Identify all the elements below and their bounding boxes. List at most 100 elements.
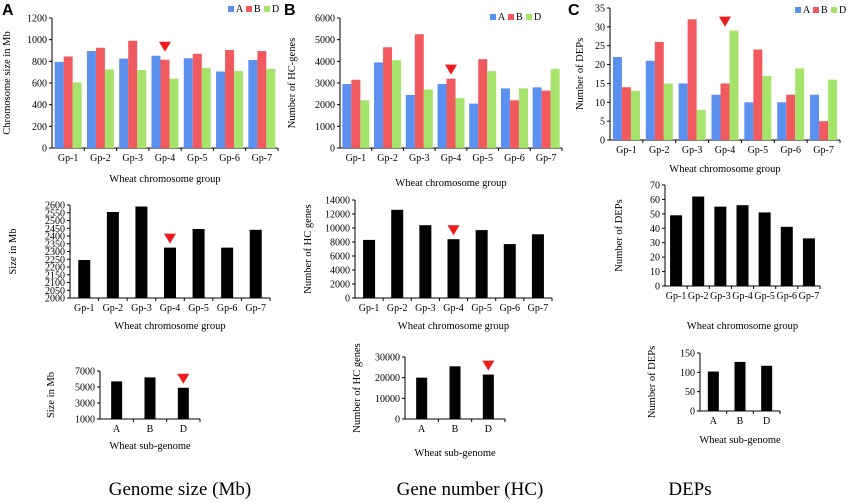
x-tick-label: D — [180, 424, 187, 435]
y-tick-label: 800 — [32, 57, 47, 68]
legend-swatch-b — [508, 14, 514, 20]
bar-b-gp-3 — [687, 19, 697, 140]
bar-b-gp-5 — [192, 53, 202, 148]
y-tick-label: 600 — [32, 79, 47, 90]
y-tick-label: 20 — [650, 253, 660, 264]
x-tick-label: Gp-1 — [359, 303, 380, 314]
y-tick-label: 2050 — [45, 286, 65, 297]
legend-swatch-b — [813, 7, 819, 13]
x-axis-label: Wheat chromosome group — [398, 321, 509, 332]
y-tick-label: 2000 — [45, 294, 65, 305]
bar-b-gp-7 — [541, 90, 551, 148]
x-tick-label: Gp-3 — [682, 145, 703, 156]
bar-a-gp-7 — [532, 87, 542, 148]
bar-b-gp-7 — [257, 51, 267, 148]
y-axis-label: Size in Mb — [46, 372, 57, 418]
legend-swatch-d — [526, 14, 532, 20]
bar-d-gp-4 — [169, 78, 179, 148]
y-tick-label: 15 — [595, 79, 605, 90]
bar-b-gp-4 — [160, 59, 170, 149]
bar-b-gp-2 — [95, 47, 105, 148]
x-tick-label: Gp-6 — [500, 303, 521, 314]
bar-d-gp-6 — [234, 71, 244, 148]
y-axis-label: Number of DEPs — [575, 38, 586, 110]
y-tick-label: 25 — [595, 41, 605, 52]
bar-gp-6 — [221, 247, 234, 298]
y-tick-label: 10 — [650, 267, 660, 278]
y-tick-label: 1000 — [27, 35, 47, 46]
y-tick-label: 30 — [595, 22, 605, 33]
x-axis-label: Wheat chromosome group — [395, 178, 506, 189]
y-tick-label: 10 — [595, 98, 605, 109]
bar-a-gp-3 — [678, 83, 688, 140]
x-tick-label: Gp-1 — [616, 145, 637, 156]
bar-a-gp-2 — [374, 62, 384, 148]
x-tick-label: Gp-7 — [245, 303, 266, 314]
bar-d-gp-2 — [392, 60, 402, 148]
x-tick-label: D — [763, 416, 770, 427]
x-tick-label: D — [485, 424, 492, 435]
bar-a-gp-3 — [119, 58, 129, 148]
y-tick-label: 2400 — [45, 232, 65, 243]
bar-gp-4 — [736, 205, 749, 286]
y-tick-label: 0 — [330, 144, 335, 155]
bar-gp-2 — [692, 196, 705, 286]
legend-label-b: B — [254, 4, 261, 15]
highlight-arrow-icon — [177, 373, 190, 384]
highlight-arrow-icon — [447, 225, 460, 236]
legend-swatch-a — [228, 6, 234, 12]
x-tick-label: Gp-4 — [715, 145, 736, 156]
y-axis-label: Number of HC genes — [352, 343, 363, 433]
bar-a-gp-7 — [248, 60, 258, 148]
y-tick-label: 2250 — [45, 255, 65, 266]
bar-d-gp-6 — [795, 68, 805, 140]
legend-label-d: D — [272, 4, 279, 15]
chart-b-bot: 0 10000 20000 30000 A B D Wheat sub-genome Numbe… — [352, 343, 506, 459]
bar-b-gp-1 — [351, 79, 361, 148]
bar-a-gp-6 — [777, 102, 787, 140]
bar-b-gp-4 — [446, 78, 456, 148]
y-tick-label: 12000 — [325, 210, 350, 221]
bar-gp-1 — [363, 239, 376, 298]
bar-d-gp-7 — [828, 79, 838, 140]
x-axis-label: Wheat chromosome group — [109, 174, 220, 185]
x-tick-label: Gp-6 — [777, 291, 798, 302]
x-tick-label: Gp-7 — [528, 303, 549, 314]
y-tick-label: 1200 — [27, 14, 47, 25]
bar-d-gp-4 — [729, 30, 739, 140]
bar-a-gp-4 — [437, 84, 447, 148]
bar-a-gp-5 — [744, 102, 754, 140]
x-tick-label: Gp-5 — [188, 303, 209, 314]
x-tick-label: B — [147, 424, 154, 435]
y-tick-label: 2200 — [45, 263, 65, 274]
bar-d-gp-1 — [360, 100, 370, 148]
y-tick-label: 200 — [32, 122, 47, 133]
x-tick-label: Gp-7 — [799, 291, 820, 302]
bar-a-gp-3 — [405, 94, 415, 148]
panel-letter-a: A — [2, 2, 14, 19]
bar-b-gp-5 — [478, 59, 488, 148]
x-tick-label: Gp-5 — [748, 145, 769, 156]
x-axis-label: Wheat chromosome group — [687, 321, 798, 332]
y-tick-label: 10000 — [325, 224, 350, 235]
y-tick-label: 4000 — [315, 57, 335, 68]
panel-letter-b: B — [284, 2, 296, 19]
bar-d — [482, 374, 494, 419]
bar-a-gp-5 — [469, 103, 479, 148]
y-axis-label: Size in Mb — [8, 228, 19, 274]
bar-b-gp-1 — [621, 87, 631, 140]
y-tick-label: 40 — [650, 224, 660, 235]
bar-gp-7 — [802, 238, 815, 286]
bar-gp-6 — [503, 244, 516, 298]
x-axis-label: Wheat chromosome group — [114, 321, 225, 332]
bar-a-gp-6 — [500, 88, 510, 148]
panel-letter-c: C — [568, 2, 580, 19]
y-tick-label: 2000 — [330, 280, 350, 291]
y-tick-label: 20000 — [375, 373, 400, 384]
bar-d — [761, 365, 773, 411]
column-title-deps: DEPs — [668, 479, 711, 500]
y-tick-label: 1000 — [315, 122, 335, 133]
